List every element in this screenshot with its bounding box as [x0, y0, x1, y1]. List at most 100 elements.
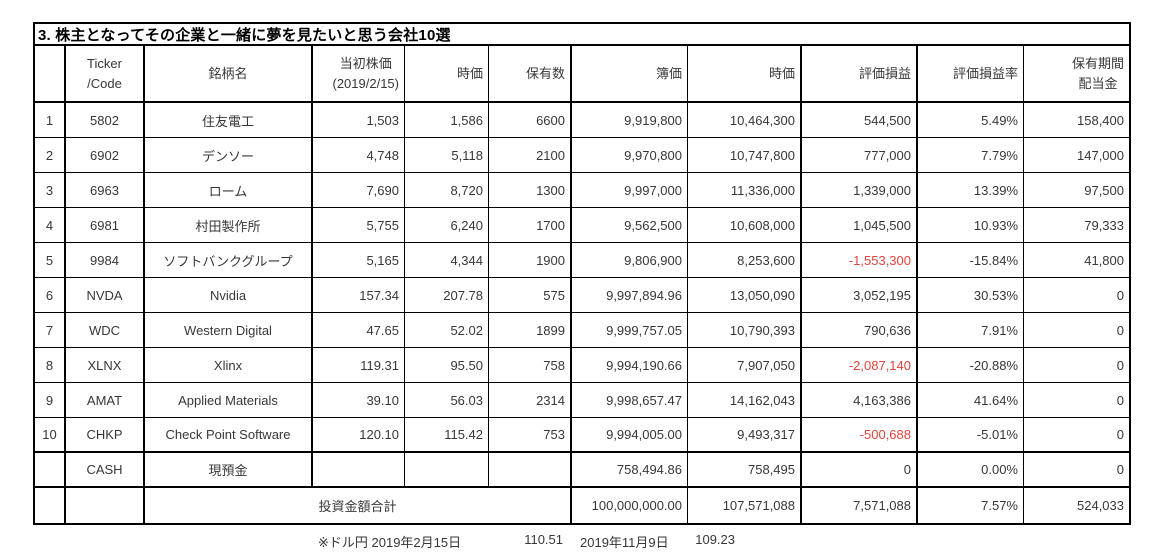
cell-shares: 1900 — [489, 243, 572, 278]
cell-name: 村田製作所 — [145, 208, 313, 243]
cell-rate: 30.53% — [918, 278, 1024, 313]
cell-name: Xlinx — [145, 348, 313, 383]
header-dividends: 保有期間 配当金 — [1024, 46, 1129, 103]
cell-div: 41,800 — [1024, 243, 1129, 278]
cell-book: 9,970,800 — [572, 138, 688, 173]
cell-initial: 120.10 — [313, 418, 405, 453]
cell-initial: 157.34 — [313, 278, 405, 313]
header-market-value: 時価 — [688, 46, 802, 103]
cell-shares: 1700 — [489, 208, 572, 243]
cell-name: Applied Materials — [145, 383, 313, 418]
cell-ticker: CHKP — [66, 418, 145, 453]
header-gain-loss: 評価損益 — [802, 46, 918, 103]
cell-name: ソフトバンクグループ — [145, 243, 313, 278]
cell-ticker: 6963 — [66, 173, 145, 208]
cell-price: 56.03 — [405, 383, 489, 418]
cell-book: 9,994,005.00 — [572, 418, 688, 453]
cell-initial: 4,748 — [313, 138, 405, 173]
cell-no: 2 — [35, 138, 66, 173]
cell-name: デンソー — [145, 138, 313, 173]
cell-gain: 1,339,000 — [802, 173, 918, 208]
cell-price: 115.42 — [405, 418, 489, 453]
cell-book: 9,562,500 — [572, 208, 688, 243]
exchange-rate-note: ※ドル円 2019年2月15日 110.51 2019年11月9日 109.23 — [33, 528, 1131, 552]
cell-div: 97,500 — [1024, 173, 1129, 208]
cell-market: 10,608,000 — [688, 208, 802, 243]
cell-market: 8,253,600 — [688, 243, 802, 278]
cell-ticker: 6902 — [66, 138, 145, 173]
holdings-table: 3. 株主となってその企業と一緒に夢を見たいと思う会社10選 Ticker /C… — [33, 22, 1131, 525]
cell-no: 4 — [35, 208, 66, 243]
cell-initial: 7,690 — [313, 173, 405, 208]
page-title: 3. 株主となってその企業と一緒に夢を見たいと思う会社10選 — [35, 24, 1129, 46]
cell-no: 10 — [35, 418, 66, 453]
cell-gain: 0 — [802, 453, 918, 488]
usd-jpy-rate-feb: 110.51 — [524, 532, 563, 547]
cell-gain: -500,688 — [802, 418, 918, 453]
cell-initial: 119.31 — [313, 348, 405, 383]
cell-market: 10,747,800 — [688, 138, 802, 173]
cell-div: 0 — [1024, 278, 1129, 313]
cell-shares: 753 — [489, 418, 572, 453]
cell-price: 52.02 — [405, 313, 489, 348]
total-gain-loss: 7,571,088 — [802, 488, 918, 523]
cell-shares: 2314 — [489, 383, 572, 418]
header-current-price: 時価 — [405, 46, 489, 103]
cell-rate: 41.64% — [918, 383, 1024, 418]
cell-shares: 6600 — [489, 103, 572, 138]
cell-book: 9,998,657.47 — [572, 383, 688, 418]
cell-rate: 5.49% — [918, 103, 1024, 138]
cell-price: 1,586 — [405, 103, 489, 138]
cell-name: 住友電工 — [145, 103, 313, 138]
usd-jpy-note-label: ※ドル円 2019年2月15日 — [318, 535, 462, 550]
cell-no — [35, 453, 66, 488]
total-market-value: 107,571,088 — [688, 488, 802, 523]
cell-ticker: XLNX — [66, 348, 145, 383]
header-initial-price: 当初株価 (2019/2/15) — [313, 46, 405, 103]
cell-market: 10,464,300 — [688, 103, 802, 138]
cell-name: Nvidia — [145, 278, 313, 313]
cell-rate: 10.93% — [918, 208, 1024, 243]
cell-name: 現預金 — [145, 453, 313, 488]
cell-no: 9 — [35, 383, 66, 418]
header-book-value: 簿価 — [572, 46, 688, 103]
cell-gain: 4,163,386 — [802, 383, 918, 418]
cell-rate: 0.00% — [918, 453, 1024, 488]
cell-market: 9,493,317 — [688, 418, 802, 453]
cell-rate: 7.79% — [918, 138, 1024, 173]
cell-name: ローム — [145, 173, 313, 208]
cell-price — [405, 453, 489, 488]
cell-book: 758,494.86 — [572, 453, 688, 488]
total-dividends: 524,033 — [1077, 498, 1124, 513]
cell-no: 3 — [35, 173, 66, 208]
cell-initial: 5,165 — [313, 243, 405, 278]
cell-market: 7,907,050 — [688, 348, 802, 383]
cell-shares: 758 — [489, 348, 572, 383]
cell-market: 758,495 — [688, 453, 802, 488]
cell-book: 9,994,190.66 — [572, 348, 688, 383]
cell-shares: 1899 — [489, 313, 572, 348]
cell-gain: -1,553,300 — [802, 243, 918, 278]
cell-ticker: 9984 — [66, 243, 145, 278]
cell-price: 6,240 — [405, 208, 489, 243]
cell-price: 5,118 — [405, 138, 489, 173]
cell-no: 8 — [35, 348, 66, 383]
cell-gain: 777,000 — [802, 138, 918, 173]
total-book-value: 100,000,000.00 — [572, 488, 688, 523]
cell-rate: -5.01% — [918, 418, 1024, 453]
cell-rate: -15.84% — [918, 243, 1024, 278]
cell-name: Check Point Software — [145, 418, 313, 453]
cell-name: Western Digital — [145, 313, 313, 348]
header-name: 銘柄名 — [145, 46, 313, 103]
header-row-number — [35, 46, 66, 103]
cell-shares: 2100 — [489, 138, 572, 173]
header-shares: 保有数 — [489, 46, 572, 103]
cell-gain: 790,636 — [802, 313, 918, 348]
cell-no: 6 — [35, 278, 66, 313]
cell-no: 1 — [35, 103, 66, 138]
cell-ticker: AMAT — [66, 383, 145, 418]
total-row-ticker — [66, 488, 145, 523]
cell-div: 0 — [1024, 453, 1129, 488]
cell-div: 0 — [1024, 418, 1129, 453]
cell-book: 9,806,900 — [572, 243, 688, 278]
